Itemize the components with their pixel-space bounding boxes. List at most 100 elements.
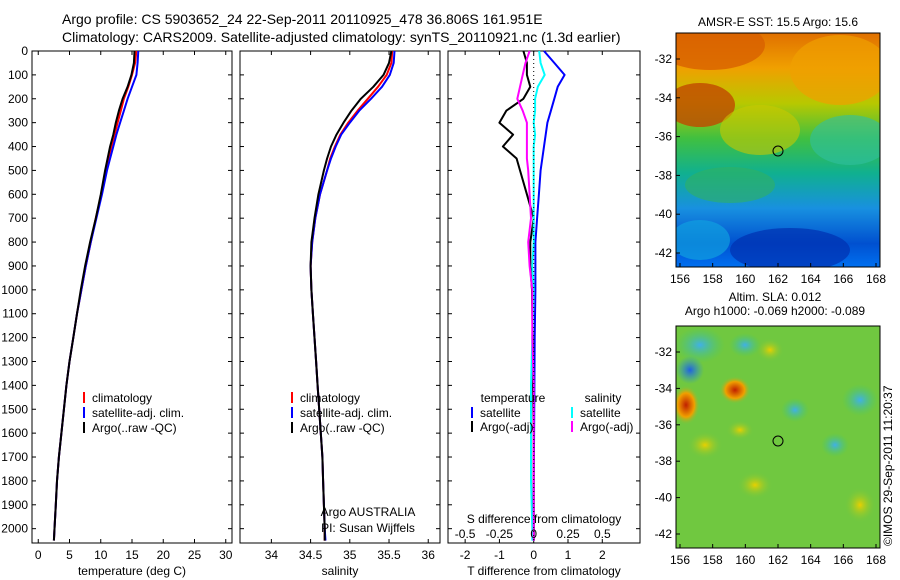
y-tick-label: 1400: [1, 378, 28, 392]
x2-tick-label: 0.5: [594, 527, 611, 541]
y-tick-label: 900: [8, 259, 28, 273]
climatology-subtitle: Climatology: CARS2009. Satellite-adjuste…: [62, 29, 621, 45]
map-y-tick-label: -34: [655, 91, 673, 105]
plot-frame: [447, 50, 641, 544]
map-y-tick-label: -36: [655, 418, 673, 432]
map-y-tick-label: -38: [655, 454, 673, 468]
y-tick-label: 1000: [1, 283, 28, 297]
y-tick-label: 200: [8, 92, 28, 106]
x2-axis-label: S difference from climatology: [467, 512, 622, 526]
legend-label: Argo(..raw -QC): [300, 421, 385, 435]
series-line-2: [52, 50, 140, 541]
x-tick-label: 2: [599, 548, 606, 562]
sst-map: AMSR-E SST: 15.5 Argo: 15.6 156 158 160 162…: [655, 15, 887, 286]
series-line-1: [532, 50, 566, 541]
map-x-tick-label: 158: [703, 553, 723, 567]
series-line-2: [498, 50, 535, 541]
map-x-tick-label: 168: [866, 272, 886, 286]
map-y-tick-label: -36: [655, 130, 673, 144]
sla-map: Altim. SLA: 0.012 Argo h1000: -0.069 h20…: [655, 290, 887, 567]
chart-panel-2: 34 34.5 35 35.5 36 salinity climatologysatelli…: [239, 50, 441, 578]
x2-tick-label: -0.5: [455, 527, 476, 541]
map-x-tick-label: 162: [768, 553, 788, 567]
y-tick-label: 1800: [1, 474, 28, 488]
series-line-3: [530, 50, 546, 541]
map-y-tick-label: -32: [655, 52, 673, 66]
x-tick-label: 0: [35, 548, 42, 562]
sla-map-title-line1: Altim. SLA: 0.012: [729, 290, 822, 304]
y-tick-label: 300: [8, 116, 28, 130]
map-y-tick-label: -34: [655, 381, 673, 395]
plot-frame: [239, 50, 441, 544]
y-tick-label: 1300: [1, 354, 28, 368]
x-tick-label: 25: [188, 548, 202, 562]
map-y-tick-label: -40: [655, 207, 673, 221]
series-line-3: [52, 50, 136, 541]
legend-label: satellite: [580, 406, 621, 420]
map-x-tick-label: 160: [735, 272, 755, 286]
y-tick-label: 100: [8, 68, 28, 82]
legend-label: Argo(-adj): [580, 420, 633, 434]
x2-tick-label: 0: [530, 527, 537, 541]
y-tick-label: 500: [8, 163, 28, 177]
legend-label: satellite-adj. clim.: [92, 406, 184, 420]
sst-map-title: AMSR-E SST: 15.5 Argo: 15.6: [698, 15, 858, 29]
x-tick-label: 0: [530, 548, 537, 562]
y-tick-label: 1900: [1, 498, 28, 512]
y-tick-label: 1500: [1, 402, 28, 416]
x2-tick-label: -0.25: [486, 527, 514, 541]
map-y-tick-label: -40: [655, 491, 673, 505]
legend-label: climatology: [300, 391, 360, 405]
x-tick-label: -2: [460, 548, 471, 562]
profile-title: Argo profile: CS 5903652_24 22-Sep-2011 …: [62, 11, 543, 27]
chart-panel-3: -2 -1 0 1 2 T difference from climatology -0.5…: [447, 50, 641, 578]
y-tick-label: 1700: [1, 450, 28, 464]
map-x-tick-label: 166: [833, 553, 853, 567]
y-tick-label: 1100: [2, 307, 28, 321]
series-line-1: [52, 50, 138, 541]
x-axis-label: temperature (deg C): [78, 564, 186, 578]
legend-label: Argo(..raw -QC): [92, 421, 177, 435]
x-tick-label: 5: [66, 548, 73, 562]
map-y-tick-label: -42: [655, 246, 673, 260]
map-x-tick-label: 166: [833, 272, 853, 286]
legend-label: Argo(-adj): [480, 420, 533, 434]
y-tick-label: 2000: [1, 522, 28, 536]
x-tick-label: 34.5: [299, 548, 323, 562]
x-tick-label: 35.5: [377, 548, 401, 562]
y-tick-label: 0: [21, 44, 28, 58]
map-x-tick-label: 162: [768, 272, 788, 286]
map-x-tick-label: 158: [703, 272, 723, 286]
y-tick-label: 1200: [1, 331, 28, 345]
x-tick-label: 36: [422, 548, 436, 562]
pi-annotation: PI: Susan Wijffels: [321, 521, 415, 535]
legend-label: satellite: [480, 406, 521, 420]
y-tick-label: 400: [8, 140, 28, 154]
series-line-3: [309, 50, 393, 541]
y-tick-label: 700: [8, 211, 28, 225]
map-x-tick-label: 168: [866, 553, 886, 567]
map-y-tick-label: -42: [655, 527, 673, 541]
y-tick-label: 600: [8, 187, 28, 201]
sla-map-title-line2: Argo h1000: -0.069 h2000: -0.089: [685, 304, 865, 318]
pi-annotation: Argo AUSTRALIA: [321, 505, 416, 519]
map-x-tick-label: 164: [801, 553, 821, 567]
x-tick-label: 35: [343, 548, 357, 562]
legend-label: climatology: [92, 391, 152, 405]
x-tick-label: -1: [494, 548, 505, 562]
map-y-tick-label: -32: [655, 345, 673, 359]
x-tick-label: 34: [265, 548, 279, 562]
x-tick-label: 30: [219, 548, 233, 562]
x-tick-label: 20: [157, 548, 171, 562]
legend-group-title: salinity: [585, 391, 622, 405]
map-x-tick-label: 164: [801, 272, 821, 286]
x-axis-label: salinity: [322, 564, 359, 578]
y-tick-label: 800: [8, 235, 28, 249]
y-tick-label: 1600: [1, 426, 28, 440]
plot-frame: [31, 50, 233, 544]
x-tick-label: 10: [94, 548, 108, 562]
x-tick-label: 15: [125, 548, 139, 562]
chart-panel-1: 0 5 10 15 20 25 30 temperature (deg C) 0 100 200 30…: [1, 44, 232, 578]
legend-label: satellite-adj. clim.: [300, 406, 392, 420]
map-x-tick-label: 160: [735, 553, 755, 567]
